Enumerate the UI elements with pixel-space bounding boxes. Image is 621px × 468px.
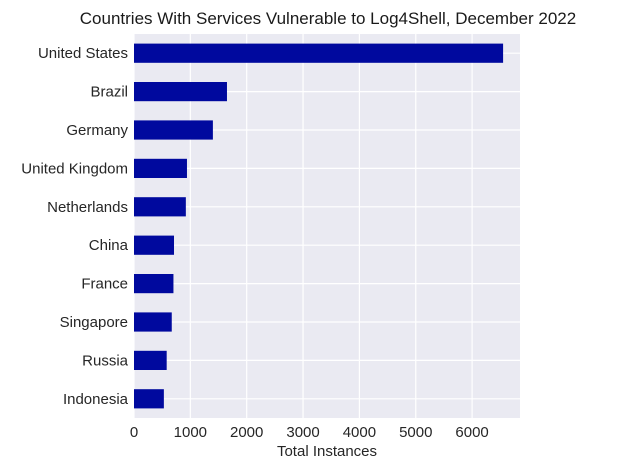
x-tick-label: 5000 [399,424,432,441]
x-tick-label: 1000 [174,424,207,441]
x-tick-label: 3000 [286,424,319,441]
bar-china [134,235,175,255]
bar-germany [134,120,213,140]
bar-united-kingdom [134,158,187,178]
bar-united-states [134,43,504,63]
y-tick-label: France [81,276,128,293]
y-tick-label: Netherlands [47,199,128,216]
x-tick-label: 2000 [230,424,263,441]
y-tick-label: Russia [82,352,129,369]
chart-title: Countries With Services Vulnerable to Lo… [80,9,576,28]
y-tick-labels: United States Brazil Germany United Kingdom… [21,45,128,408]
y-tick-label: Germany [66,122,128,139]
y-tick-label: China [89,237,129,254]
bar-brazil [134,82,227,102]
y-tick-label: Singapore [60,314,128,331]
x-tick-label: 0 [130,424,138,441]
bar-france [134,274,174,294]
y-tick-label: United Kingdom [21,160,128,177]
x-axis-label: Total Instances [277,443,377,460]
x-tick-labels: 0 1000 2000 3000 4000 5000 6000 [130,424,489,441]
bars [134,43,504,409]
bar-netherlands [134,197,186,217]
x-tick-label: 6000 [455,424,488,441]
bar-indonesia [134,389,164,409]
y-tick-label: Brazil [90,84,128,101]
bar-russia [134,350,167,370]
y-tick-label: Indonesia [63,391,129,408]
y-tick-label: United States [38,45,128,62]
bar-singapore [134,312,172,332]
x-tick-label: 4000 [343,424,376,441]
